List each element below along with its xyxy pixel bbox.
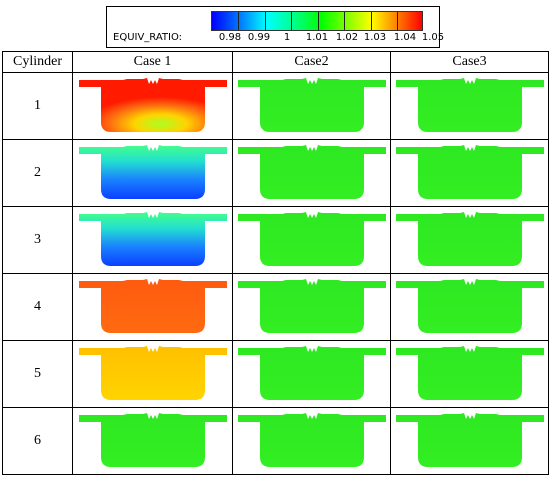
combustion-chamber-contour (78, 413, 227, 467)
combustion-chamber-contour (237, 279, 386, 333)
table-row: 1 (2, 72, 549, 140)
case3-contour-cell (390, 340, 549, 408)
cylinder-number: 6 (2, 407, 73, 475)
header-case1: Case 1 (72, 51, 233, 73)
case3-contour-cell (390, 273, 549, 341)
header-row: Cylinder Case 1 Case2 Case3 (2, 51, 549, 73)
cylinder-number: 5 (2, 340, 73, 408)
combustion-chamber-contour (395, 145, 544, 199)
table-row: 4 (2, 273, 549, 341)
table-row: 3 (2, 206, 549, 274)
case1-contour-cell (72, 273, 233, 341)
combustion-chamber-contour (395, 212, 544, 266)
cylinder-number: 4 (2, 273, 73, 341)
combustion-chamber-contour (78, 78, 227, 132)
header-cylinder: Cylinder (2, 51, 73, 73)
case1-contour-cell (72, 72, 233, 140)
combustion-chamber-contour (237, 145, 386, 199)
combustion-chamber-contour (78, 212, 227, 266)
legend-label: 1.04 (393, 32, 417, 43)
case2-contour-cell (232, 72, 391, 140)
header-case3: Case3 (390, 51, 549, 73)
legend-label: 0.98 (218, 32, 242, 43)
legend-label: 1.01 (305, 32, 329, 43)
header-case2: Case2 (232, 51, 391, 73)
legend-label: 1.03 (363, 32, 387, 43)
case3-contour-cell (390, 72, 549, 140)
combustion-chamber-contour (237, 212, 386, 266)
combustion-chamber-contour (78, 346, 227, 400)
combustion-chamber-contour (78, 145, 227, 199)
legend-label: 0.99 (247, 32, 271, 43)
results-table: Cylinder Case 1 Case2 Case3 1 2 3 (2, 51, 549, 475)
cylinder-number: 3 (2, 206, 73, 274)
case2-contour-cell (232, 139, 391, 207)
case1-contour-cell (72, 407, 233, 475)
combustion-chamber-contour (395, 279, 544, 333)
combustion-chamber-contour (395, 78, 544, 132)
colormap-bar (211, 11, 423, 31)
combustion-chamber-contour (237, 346, 386, 400)
case3-contour-cell (390, 407, 549, 475)
case2-contour-cell (232, 340, 391, 408)
combustion-chamber-contour (237, 413, 386, 467)
combustion-chamber-contour (395, 346, 544, 400)
case3-contour-cell (390, 206, 549, 274)
combustion-chamber-contour (395, 413, 544, 467)
case2-contour-cell (232, 206, 391, 274)
legend-title: EQUIV_RATIO: (113, 32, 183, 43)
table-row: 2 (2, 139, 549, 207)
case1-contour-cell (72, 340, 233, 408)
legend-label: 1 (283, 32, 291, 43)
table-row: 5 (2, 340, 549, 408)
combustion-chamber-contour (78, 279, 227, 333)
table-row: 6 (2, 407, 549, 475)
color-legend: EQUIV_RATIO: 0.98 0.99 1 1.01 1.02 1.03 … (106, 6, 444, 48)
cylinder-number: 2 (2, 139, 73, 207)
case1-contour-cell (72, 206, 233, 274)
combustion-chamber-contour (237, 78, 386, 132)
case3-contour-cell (390, 139, 549, 207)
legend-label: 1.02 (335, 32, 359, 43)
case2-contour-cell (232, 407, 391, 475)
legend-label: 1.05 (421, 32, 445, 43)
case2-contour-cell (232, 273, 391, 341)
cylinder-number: 1 (2, 72, 73, 140)
case1-contour-cell (72, 139, 233, 207)
